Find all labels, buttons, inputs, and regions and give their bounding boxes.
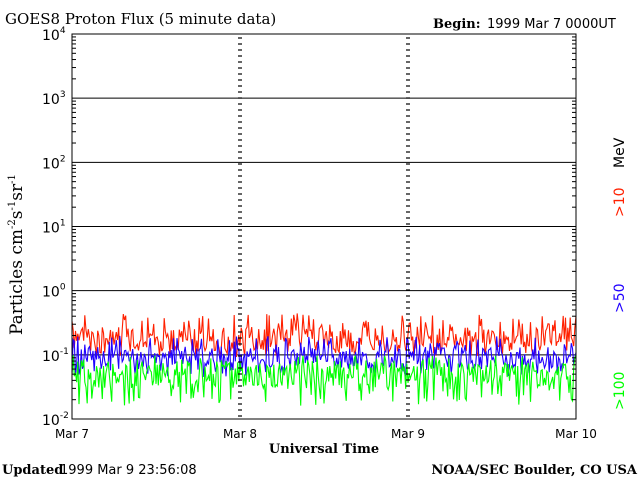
y-tick-label: 104	[42, 26, 66, 44]
series-line	[71, 354, 577, 406]
updated-value: 1999 Mar 9 23:56:08	[60, 463, 197, 478]
y-axis-title-mid1: s	[7, 211, 27, 220]
x-tick-label: Mar 7	[55, 427, 89, 441]
credit-text: NOAA/SEC Boulder, CO USA	[431, 463, 638, 478]
y-tick-exp: 2	[60, 154, 66, 164]
y-tick-label: 103	[42, 90, 66, 108]
y-tick-base: 10	[42, 156, 60, 172]
x-tick-label: Mar 8	[223, 427, 257, 441]
y-tick-exp: -2	[60, 411, 69, 421]
y-tick-base: 10	[42, 349, 60, 365]
x-tick-label: Mar 9	[391, 427, 425, 441]
y-tick-base: 10	[42, 92, 60, 108]
x-axis-title: Universal Time	[269, 442, 379, 457]
y-tick-base: 10	[42, 221, 60, 237]
begin-label: Begin:	[433, 17, 481, 32]
y-tick-label: 102	[42, 154, 66, 172]
x-tick-label: Mar 10	[555, 427, 597, 441]
y-tick-exp: 3	[60, 90, 66, 100]
y-tick-exp: 0	[60, 283, 66, 293]
y-tick-base: 10	[42, 413, 60, 429]
y-tick-exp: 1	[60, 219, 66, 229]
plot-area	[71, 33, 577, 420]
y-axis-title-base: Particles cm	[7, 229, 27, 335]
y-axis-title-mid2: sr	[7, 183, 27, 201]
legend-item-gt50: >50	[612, 283, 628, 313]
y-tick-base: 10	[42, 285, 60, 301]
begin-value: 1999 Mar 7 0000UT	[487, 17, 616, 32]
y-tick-base: 10	[42, 28, 60, 44]
y-tick-label: 10-1	[42, 347, 69, 365]
legend-item-gt100: >100	[612, 372, 628, 410]
series-line	[71, 335, 577, 378]
series-line	[71, 313, 577, 358]
y-axis-title-exp2: -1	[7, 201, 18, 211]
y-tick-label: 10-2	[42, 411, 69, 429]
updated-label: Updated	[2, 463, 63, 478]
plot-frame	[71, 33, 577, 420]
y-tick-exp: -1	[60, 347, 69, 357]
legend: MeV >10 >50 >100	[612, 137, 628, 410]
y-tick-exp: 4	[60, 26, 66, 36]
y-tick-label: 100	[42, 283, 66, 301]
y-tick-label: 101	[42, 219, 66, 237]
legend-unit: MeV	[612, 137, 628, 168]
x-tick-labels: Mar 7 Mar 8 Mar 9 Mar 10	[55, 427, 597, 441]
y-axis-title-exp3: -1	[7, 174, 18, 184]
y-axis-title: Particles cm-2s-1sr-1	[7, 174, 27, 335]
legend-item-gt10: >10	[612, 187, 628, 217]
y-axis-title-exp1: -2	[7, 219, 18, 229]
chart-title: GOES8 Proton Flux (5 minute data)	[5, 10, 276, 28]
